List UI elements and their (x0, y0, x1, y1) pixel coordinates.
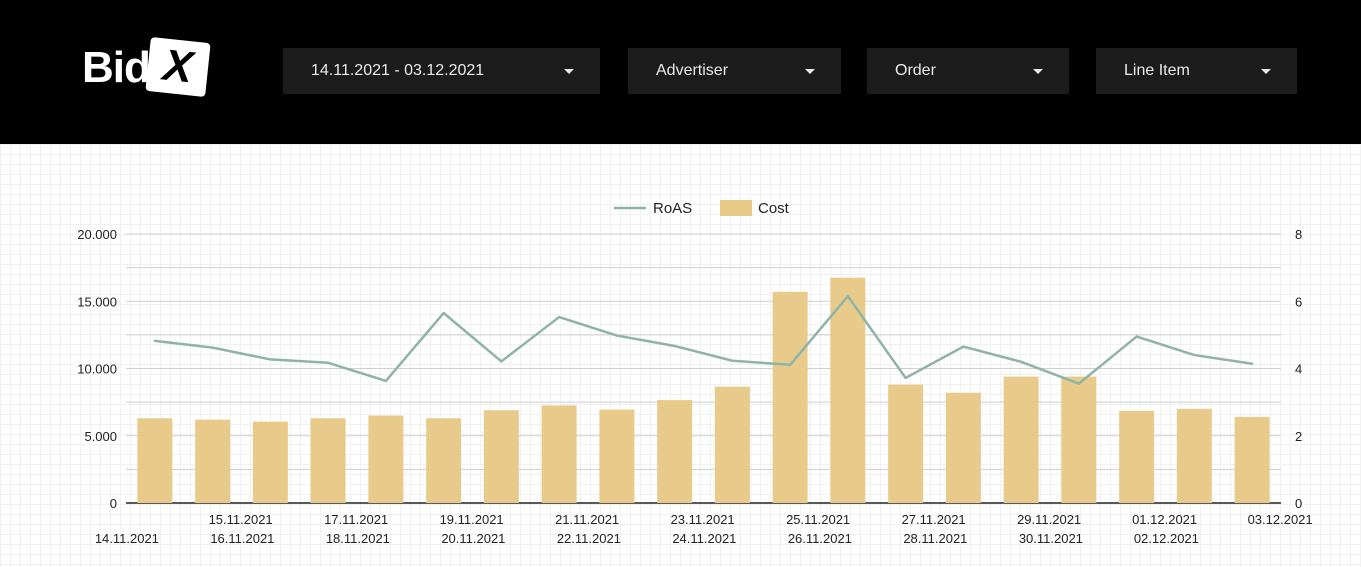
cost-bar (772, 291, 808, 503)
y-right-tick-label: 0 (1295, 496, 1302, 511)
roas-line (154, 294, 1253, 385)
x-tick-label: 23.11.2021 (671, 512, 735, 527)
roas-point (500, 360, 503, 363)
chevron-down-icon (1261, 69, 1271, 74)
cost-bar (1061, 376, 1097, 503)
x-tick-label: 02.12.2021 (1134, 531, 1199, 546)
cost-bar (830, 277, 866, 503)
cost-bar (599, 409, 635, 503)
roas-point (1077, 382, 1081, 385)
cost-bar (195, 419, 231, 503)
chevron-down-icon (564, 69, 574, 74)
roas-point (384, 379, 388, 383)
logo-text: Bid (82, 43, 151, 92)
legend-roas-label: RoAS (653, 200, 692, 217)
y-left-tick-label: 5.000 (84, 429, 117, 444)
roas-point (1135, 335, 1138, 338)
x-tick-label: 16.11.2021 (210, 531, 274, 546)
cost-bar (252, 421, 288, 503)
order-label: Order (895, 62, 936, 79)
cost-bar (1234, 416, 1270, 503)
chart-area: 0 5.000 10.000 15.000 20.000 0 2 4 6 8 14.11.2021 1… (0, 144, 1361, 567)
cost-bar (310, 418, 346, 503)
cost-bar (657, 400, 693, 503)
cost-bar (888, 384, 924, 503)
y-left-tick-label: 15.000 (77, 294, 117, 309)
cost-bar (1119, 410, 1155, 503)
date-range-filter[interactable]: 14.11.2021 - 03.12.2021 (283, 48, 600, 94)
chevron-down-icon (805, 69, 815, 74)
x-tick-label: 17.11.2021 (324, 512, 388, 527)
x-tick-label: 19.11.2021 (440, 512, 504, 527)
roas-point (1193, 353, 1196, 357)
x-tick-label: 01.12.2021 (1132, 512, 1197, 527)
cost-roas-chart: 0 5.000 10.000 15.000 20.000 0 2 4 6 8 14.11.2021 1… (77, 200, 1313, 546)
roas-point (962, 345, 965, 348)
x-tick-label: 29.11.2021 (1017, 512, 1081, 527)
roas-point (1250, 362, 1254, 365)
x-tick-label: 30.11.2021 (1019, 531, 1083, 546)
roas-point (269, 358, 272, 361)
cost-bar (137, 418, 173, 503)
roas-point (615, 334, 619, 337)
y-left-tick-label: 10.000 (77, 362, 117, 377)
cost-bar (368, 415, 404, 503)
roas-point (846, 295, 850, 298)
bidx-logo: Bid X (80, 37, 212, 97)
roas-point (211, 346, 214, 349)
x-tick-label: 20.11.2021 (441, 531, 505, 546)
legend-cost-swatch (720, 200, 752, 216)
x-tick-label: 18.11.2021 (326, 531, 390, 546)
x-tick-label: 24.11.2021 (672, 531, 736, 546)
y-right-tick-label: 6 (1295, 294, 1302, 309)
roas-point (153, 339, 157, 343)
chevron-down-icon (1033, 69, 1043, 74)
cost-bar (1003, 376, 1039, 503)
cost-bar (714, 386, 750, 503)
y-right-tick-label: 4 (1295, 362, 1302, 377)
y-left-tick-label: 20.000 (77, 227, 117, 242)
x-tick-label: 28.11.2021 (903, 531, 967, 546)
roas-point (1019, 360, 1023, 363)
order-filter[interactable]: Order (867, 48, 1069, 94)
cost-bar (483, 410, 519, 503)
date-range-label: 14.11.2021 - 03.12.2021 (311, 62, 485, 79)
advertiser-label: Advertiser (656, 62, 729, 79)
y-left-tick-label: 0 (110, 496, 117, 511)
roas-point (557, 315, 561, 319)
advertiser-filter[interactable]: Advertiser (628, 48, 841, 94)
x-tick-label: 21.11.2021 (555, 512, 619, 527)
cost-bar (426, 418, 462, 503)
x-tick-label: 14.11.2021 (95, 531, 159, 546)
roas-point (442, 311, 445, 315)
roas-point (904, 376, 907, 380)
x-tick-label: 22.11.2021 (557, 531, 621, 546)
roas-point (326, 361, 330, 364)
x-tick-label: 27.11.2021 (902, 512, 966, 527)
line-item-filter[interactable]: Line Item (1096, 48, 1297, 94)
logo-mark: X (145, 37, 211, 97)
cost-bar (541, 405, 577, 503)
roas-point (673, 344, 676, 348)
cost-bar (1176, 408, 1212, 503)
x-tick-label: 15.11.2021 (209, 512, 273, 527)
y-right-tick-label: 2 (1295, 429, 1302, 444)
top-bar: Bid X 14.11.2021 - 03.12.2021 Advertiser… (0, 0, 1361, 144)
roas-point (788, 363, 792, 367)
line-item-label: Line Item (1124, 62, 1190, 79)
roas-point (731, 359, 734, 362)
cost-bar (945, 392, 981, 503)
y-right-tick-label: 8 (1295, 227, 1302, 242)
x-tick-label: 03.12.2021 (1248, 512, 1313, 527)
legend-cost-label: Cost (758, 200, 790, 217)
x-tick-label: 25.11.2021 (786, 512, 850, 527)
x-tick-label: 26.11.2021 (788, 531, 852, 546)
